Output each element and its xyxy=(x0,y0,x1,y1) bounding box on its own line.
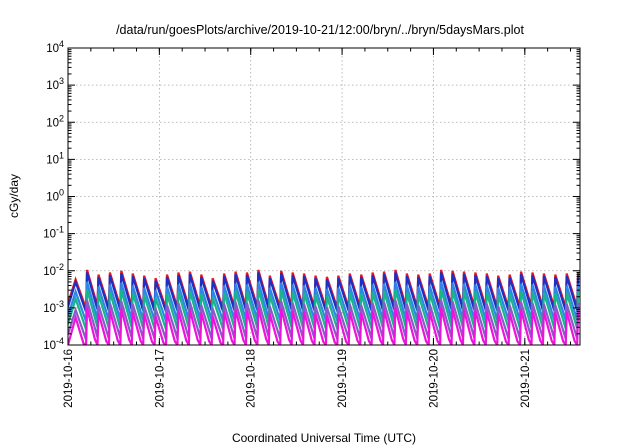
x-axis-tick-labels: 2019-10-16 2019-10-17 2019-10-18 2019-10-19… xyxy=(63,349,532,408)
series-line-6 xyxy=(68,307,580,345)
chart-title: /data/run/goesPlots/archive/2019-10-21/1… xyxy=(116,23,524,37)
y-tick-label: 100 xyxy=(46,188,64,204)
y-tick-label: 10-2 xyxy=(43,262,64,278)
x-tick-label: 2019-10-19 xyxy=(337,349,349,408)
y-tick-label: 104 xyxy=(46,39,64,55)
y-tick-label: 101 xyxy=(46,150,64,166)
y-tick-label: 10-3 xyxy=(43,299,64,315)
y-tick-label: 103 xyxy=(46,76,64,92)
y-axis-tick-labels: 10-4 10-3 10-2 10-1 100 101 102 103 104 xyxy=(43,39,64,352)
plot-area xyxy=(68,269,580,345)
y-tick-label: 102 xyxy=(46,113,64,129)
x-tick-label: 2019-10-16 xyxy=(63,349,75,408)
y-axis-label: cGy/day xyxy=(7,174,21,218)
grid xyxy=(68,48,580,345)
x-tick-label: 2019-10-21 xyxy=(520,349,532,408)
x-tick-label: 2019-10-20 xyxy=(428,349,440,408)
axis-ticks xyxy=(67,47,580,346)
x-tick-label: 2019-10-18 xyxy=(246,349,258,408)
y-tick-label: 10-4 xyxy=(43,336,64,352)
x-tick-label: 2019-10-17 xyxy=(154,349,166,408)
x-axis-label: Coordinated Universal Time (UTC) xyxy=(232,431,416,445)
y-tick-label: 10-1 xyxy=(43,225,64,241)
